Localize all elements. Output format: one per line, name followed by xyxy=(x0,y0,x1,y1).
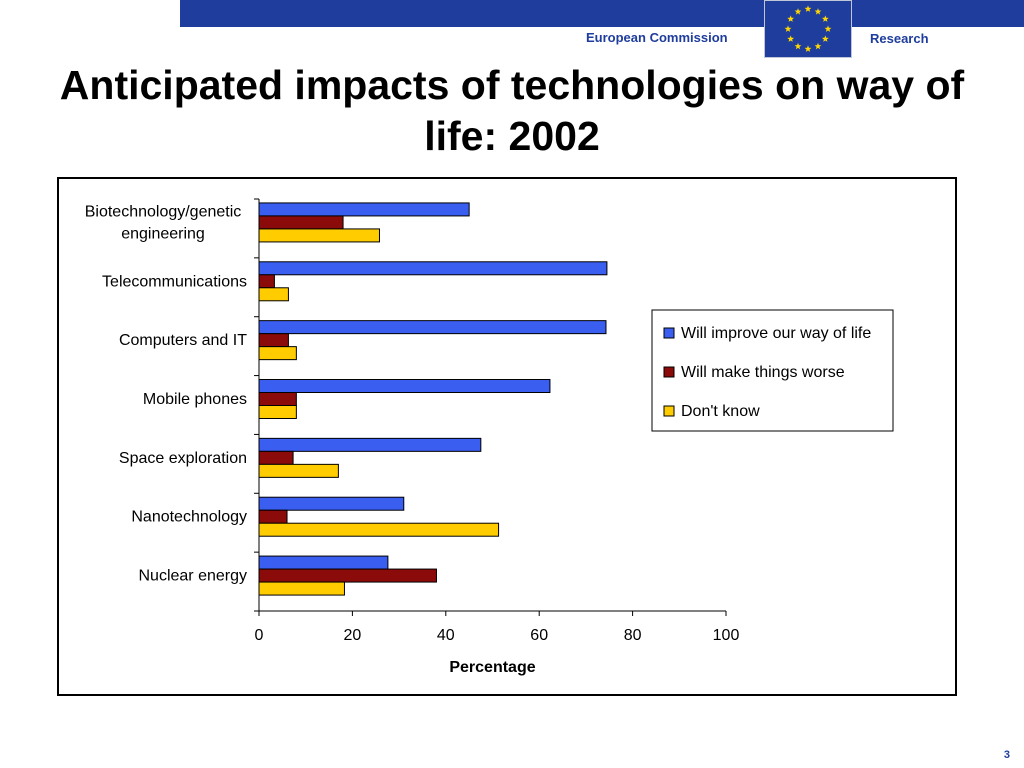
bar xyxy=(258,581,345,596)
star-icon xyxy=(787,15,795,22)
bar xyxy=(258,450,294,465)
star-icon xyxy=(787,35,795,42)
legend-label: Will improve our way of life xyxy=(681,325,871,342)
page-number: 3 xyxy=(1003,749,1010,761)
bar xyxy=(258,202,470,217)
category-label: Computers and IT xyxy=(119,332,247,349)
eu-stars xyxy=(784,5,832,52)
legend: Will improve our way of life Will make th… xyxy=(651,309,894,432)
bar xyxy=(258,320,607,335)
organization-name: European Commission xyxy=(586,30,728,45)
bar xyxy=(258,496,405,511)
legend-swatch xyxy=(663,327,675,339)
eu-flag-logo xyxy=(764,0,852,58)
slide-title: Anticipated impacts of technologies on w… xyxy=(59,62,965,159)
legend-label: Don't know xyxy=(681,403,760,420)
star-icon xyxy=(804,45,812,52)
bar xyxy=(258,463,339,478)
bar xyxy=(258,509,288,524)
category-label: Telecommunications xyxy=(102,273,247,290)
star-icon xyxy=(804,5,812,12)
bar xyxy=(258,215,344,230)
bar xyxy=(258,522,500,537)
category-label: Nuclear energy xyxy=(139,568,248,585)
bar xyxy=(258,555,389,570)
x-tick-label: 20 xyxy=(344,627,362,644)
bar xyxy=(258,379,551,393)
chart-frame: 0 20 40 60 80 100 Percentage Biotechnology/gene… xyxy=(57,177,957,696)
bar xyxy=(258,405,297,419)
category-label: Biotechnology/genetic xyxy=(85,203,242,220)
bar xyxy=(258,287,289,302)
star-icon xyxy=(824,25,832,32)
star-icon xyxy=(814,8,822,15)
x-tick-label: 80 xyxy=(624,627,642,644)
bar xyxy=(258,261,608,276)
x-tick-label: 100 xyxy=(713,627,740,644)
star-icon xyxy=(821,35,829,42)
department-name: Research xyxy=(870,31,929,46)
bar xyxy=(258,333,289,348)
bar xyxy=(258,346,297,361)
star-icon xyxy=(794,8,802,15)
star-icon xyxy=(784,25,792,32)
x-axis-label: Percentage xyxy=(449,659,535,676)
bar-chart: 0 20 40 60 80 100 Percentage Biotechnology/gene… xyxy=(85,198,894,676)
star-icon xyxy=(814,42,822,50)
category-label: Nanotechnology xyxy=(131,509,247,526)
bar xyxy=(258,392,297,406)
star-icon xyxy=(794,42,802,50)
legend-swatch xyxy=(663,405,675,417)
legend-label: Will make things worse xyxy=(681,364,845,381)
star-icon xyxy=(821,15,829,22)
bar xyxy=(258,274,275,289)
x-tick-label: 60 xyxy=(530,627,548,644)
x-tick-label: 40 xyxy=(437,627,455,644)
x-tick-label: 0 xyxy=(255,627,264,644)
header-bar xyxy=(180,0,1024,27)
category-label: engineering xyxy=(121,225,205,242)
category-label: Space exploration xyxy=(119,450,247,467)
bar xyxy=(258,568,437,583)
legend-swatch xyxy=(663,366,675,378)
category-label: Mobile phones xyxy=(143,391,247,408)
bar xyxy=(258,228,380,243)
legend-box xyxy=(651,309,894,432)
bar xyxy=(258,437,482,452)
